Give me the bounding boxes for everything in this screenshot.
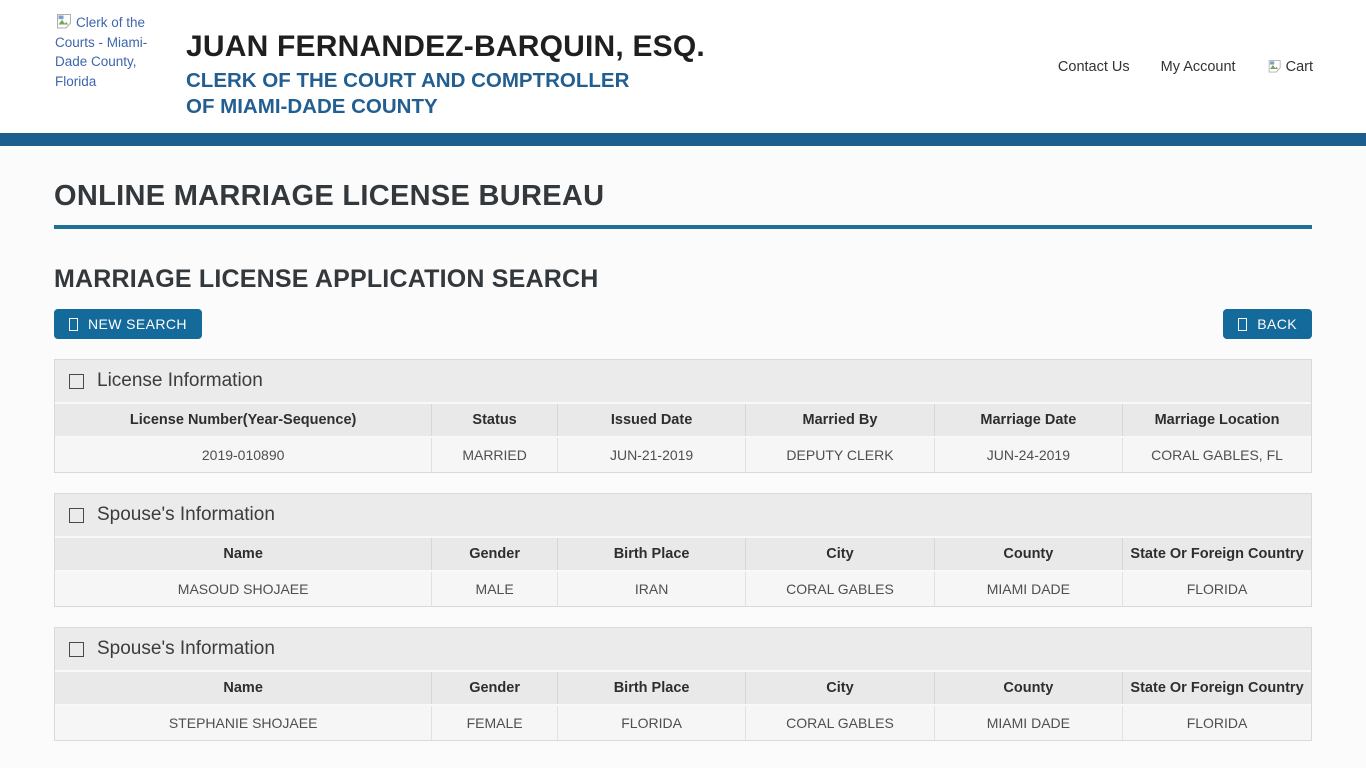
county-cell: MIAMI DADE <box>933 571 1123 606</box>
status-cell: MARRIED <box>431 437 558 472</box>
column-header: Birth Place <box>556 670 746 706</box>
spouse-information-panel-1: Spouse's Information Name Gender Birth P… <box>54 493 1312 607</box>
site-subtitle: CLERK OF THE COURT AND COMPTROLLER OF MI… <box>186 68 705 120</box>
county-cell: MIAMI DADE <box>933 705 1123 740</box>
column-header: Gender <box>431 670 558 706</box>
column-header: Name <box>55 670 432 706</box>
spouse1-table: Name Gender Birth Place City County Stat… <box>55 536 1311 606</box>
column-header: State Or Foreign Country <box>1122 670 1311 706</box>
checkbox-icon <box>69 641 84 657</box>
married-by-cell: DEPUTY CLERK <box>745 437 935 472</box>
panel-title: License Information <box>97 370 263 391</box>
state-cell: FLORIDA <box>1122 705 1311 740</box>
broken-image-icon <box>57 14 71 29</box>
column-header: State Or Foreign Country <box>1122 536 1311 572</box>
back-button[interactable]: BACK <box>1223 309 1312 339</box>
column-header: Birth Place <box>556 536 746 572</box>
checkbox-icon <box>69 507 84 523</box>
column-header: Gender <box>431 536 558 572</box>
table-row: 2019-010890 MARRIED JUN-21-2019 DEPUTY C… <box>55 437 1311 472</box>
column-header: Married By <box>745 402 935 438</box>
broken-image-icon <box>1268 60 1281 73</box>
search-icon <box>69 317 78 331</box>
logo-alt-text: Clerk of the Courts - Miami-Dade County,… <box>55 15 148 89</box>
issued-date-cell: JUN-21-2019 <box>556 437 746 472</box>
marriage-date-cell: JUN-24-2019 <box>933 437 1123 472</box>
section-title: MARRIAGE LICENSE APPLICATION SEARCH <box>54 265 599 293</box>
spouse-information-panel-2: Spouse's Information Name Gender Birth P… <box>54 627 1312 741</box>
gender-cell: FEMALE <box>431 705 558 740</box>
site-title: JUAN FERNANDEZ-BARQUIN, ESQ. <box>186 30 705 63</box>
column-header: Name <box>55 536 432 572</box>
license-number-cell: 2019-010890 <box>55 437 432 472</box>
top-nav: Contact Us My Account Cart <box>1058 0 1313 133</box>
header-accent-bar <box>0 133 1366 146</box>
site-header: Clerk of the Courts - Miami-Dade County,… <box>0 0 1366 133</box>
table-row: STEPHANIE SHOJAEE FEMALE FLORIDA CORAL G… <box>55 705 1311 740</box>
new-search-label: NEW SEARCH <box>88 316 187 332</box>
column-header: City <box>745 670 935 706</box>
site-subtitle-line1: CLERK OF THE COURT AND COMPTROLLER <box>186 69 630 92</box>
birth-place-cell: FLORIDA <box>556 705 746 740</box>
column-header: Status <box>431 402 558 438</box>
license-table: License Number(Year-Sequence) Status Iss… <box>55 402 1311 472</box>
cart-alt-text: Cart <box>1285 58 1313 75</box>
column-header: Marriage Location <box>1122 402 1311 438</box>
table-header-row: Name Gender Birth Place City County Stat… <box>55 670 1311 706</box>
nav-contact-us[interactable]: Contact Us <box>1057 58 1130 75</box>
name-cell: STEPHANIE SHOJAEE <box>55 705 432 740</box>
back-label: BACK <box>1257 316 1297 332</box>
table-header-row: License Number(Year-Sequence) Status Iss… <box>55 402 1311 438</box>
main-content: ONLINE MARRIAGE LICENSE BUREAU MARRIAGE … <box>0 180 1366 741</box>
page-title: ONLINE MARRIAGE LICENSE BUREAU <box>54 180 1312 229</box>
birth-place-cell: IRAN <box>556 571 746 606</box>
column-header: County <box>933 536 1123 572</box>
column-header: County <box>933 670 1123 706</box>
nav-cart[interactable]: Cart <box>1267 59 1313 75</box>
license-panel-header[interactable]: License Information <box>55 360 1311 402</box>
logo-link[interactable]: Clerk of the Courts - Miami-Dade County,… <box>55 13 151 91</box>
new-search-button[interactable]: NEW SEARCH <box>54 309 202 339</box>
title-block: JUAN FERNANDEZ-BARQUIN, ESQ. CLERK OF TH… <box>186 31 705 120</box>
column-header: City <box>745 536 935 572</box>
column-header: License Number(Year-Sequence) <box>55 402 432 438</box>
table-header-row: Name Gender Birth Place City County Stat… <box>55 536 1311 572</box>
spouse2-panel-header[interactable]: Spouse's Information <box>55 628 1311 670</box>
table-row: MASOUD SHOJAEE MALE IRAN CORAL GABLES MI… <box>55 571 1311 606</box>
state-cell: FLORIDA <box>1122 571 1311 606</box>
name-cell: MASOUD SHOJAEE <box>55 571 432 606</box>
marriage-location-cell: CORAL GABLES, FL <box>1122 437 1311 472</box>
spouse1-panel-header[interactable]: Spouse's Information <box>55 494 1311 536</box>
panel-title: Spouse's Information <box>97 504 275 525</box>
action-bar: NEW SEARCH BACK <box>54 309 1312 339</box>
spouse2-table: Name Gender Birth Place City County Stat… <box>55 670 1311 740</box>
back-icon <box>1238 317 1248 331</box>
license-information-panel: License Information License Number(Year-… <box>54 359 1312 473</box>
column-header: Marriage Date <box>933 402 1123 438</box>
panel-title: Spouse's Information <box>97 638 275 659</box>
nav-my-account[interactable]: My Account <box>1160 58 1236 75</box>
column-header: Issued Date <box>556 402 746 438</box>
checkbox-icon <box>69 373 84 389</box>
city-cell: CORAL GABLES <box>745 571 935 606</box>
gender-cell: MALE <box>431 571 558 606</box>
city-cell: CORAL GABLES <box>745 705 935 740</box>
site-subtitle-line2: OF MIAMI-DADE COUNTY <box>186 95 438 118</box>
